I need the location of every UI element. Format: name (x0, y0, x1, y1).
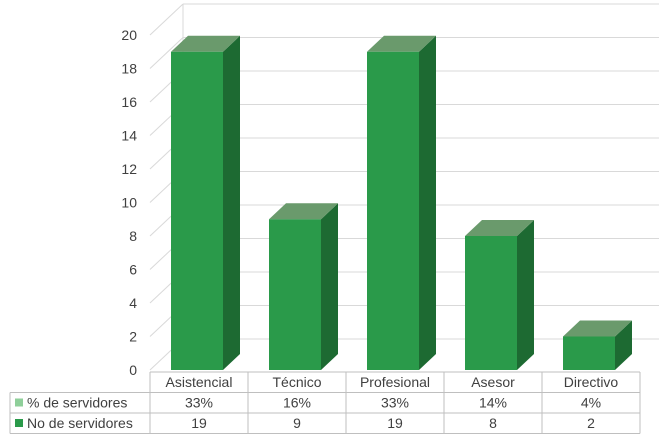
legend-key (15, 398, 23, 407)
bar-asistencial (171, 35, 240, 370)
y-tick-label: 4 (129, 295, 137, 311)
bar-side (321, 203, 338, 370)
table-cell: 14% (479, 395, 507, 411)
table-cell: 33% (185, 395, 213, 411)
table-cell: 16% (283, 395, 311, 411)
table-cell: 4% (581, 395, 601, 411)
bar-top (171, 35, 240, 52)
bar (465, 236, 517, 370)
bar-side (615, 320, 632, 370)
y-tick-label: 8 (129, 228, 137, 244)
table-cell: 2 (587, 415, 595, 431)
series-label: % de servidores (27, 395, 127, 411)
bar-técnico (269, 203, 338, 370)
category-label: Asesor (471, 374, 515, 390)
legend-key (15, 419, 23, 427)
y-tick-label: 10 (121, 195, 137, 211)
y-tick-label: 6 (129, 262, 137, 278)
bar-top (367, 35, 436, 52)
y-tick-label: 2 (129, 329, 137, 345)
table-cell: 8 (489, 415, 497, 431)
y-tick-label: 18 (121, 61, 137, 77)
bar-asesor (465, 220, 534, 370)
table-cell: 33% (381, 395, 409, 411)
y-axis-ticks: 0 2 4 6 8 10 12 14 16 18 20 (121, 27, 137, 378)
bar-top (269, 203, 338, 220)
bar (171, 51, 223, 370)
category-label: Técnico (272, 374, 321, 390)
y-tick-label: 12 (121, 161, 137, 177)
bar (367, 51, 419, 370)
bar-top (465, 220, 534, 236)
category-label: Profesional (360, 374, 430, 390)
table-cell: 19 (191, 415, 207, 431)
bar-profesional (367, 35, 436, 370)
y-tick-label: 20 (121, 27, 137, 43)
y-tick-label: 14 (121, 128, 137, 144)
bar-top (563, 320, 632, 337)
table-cell: 19 (387, 415, 403, 431)
table-cell: 9 (293, 415, 301, 431)
category-label: Directivo (564, 374, 619, 390)
bar-side (517, 220, 534, 370)
y-tick-label: 16 (121, 94, 137, 110)
bar-side (419, 35, 436, 370)
series-label: No de servidores (27, 415, 133, 431)
data-table: Asistencial Técnico Profesional Asesor Direc… (9, 371, 641, 434)
bar (269, 219, 321, 370)
bar (563, 336, 615, 370)
bar-side (223, 35, 240, 370)
bars (171, 35, 632, 370)
y-tick-label: 0 (129, 362, 137, 378)
gridline-side (149, 3, 184, 36)
bar-directivo (563, 320, 632, 370)
gridline-side (149, 37, 184, 69)
category-label: Asistencial (166, 374, 233, 390)
